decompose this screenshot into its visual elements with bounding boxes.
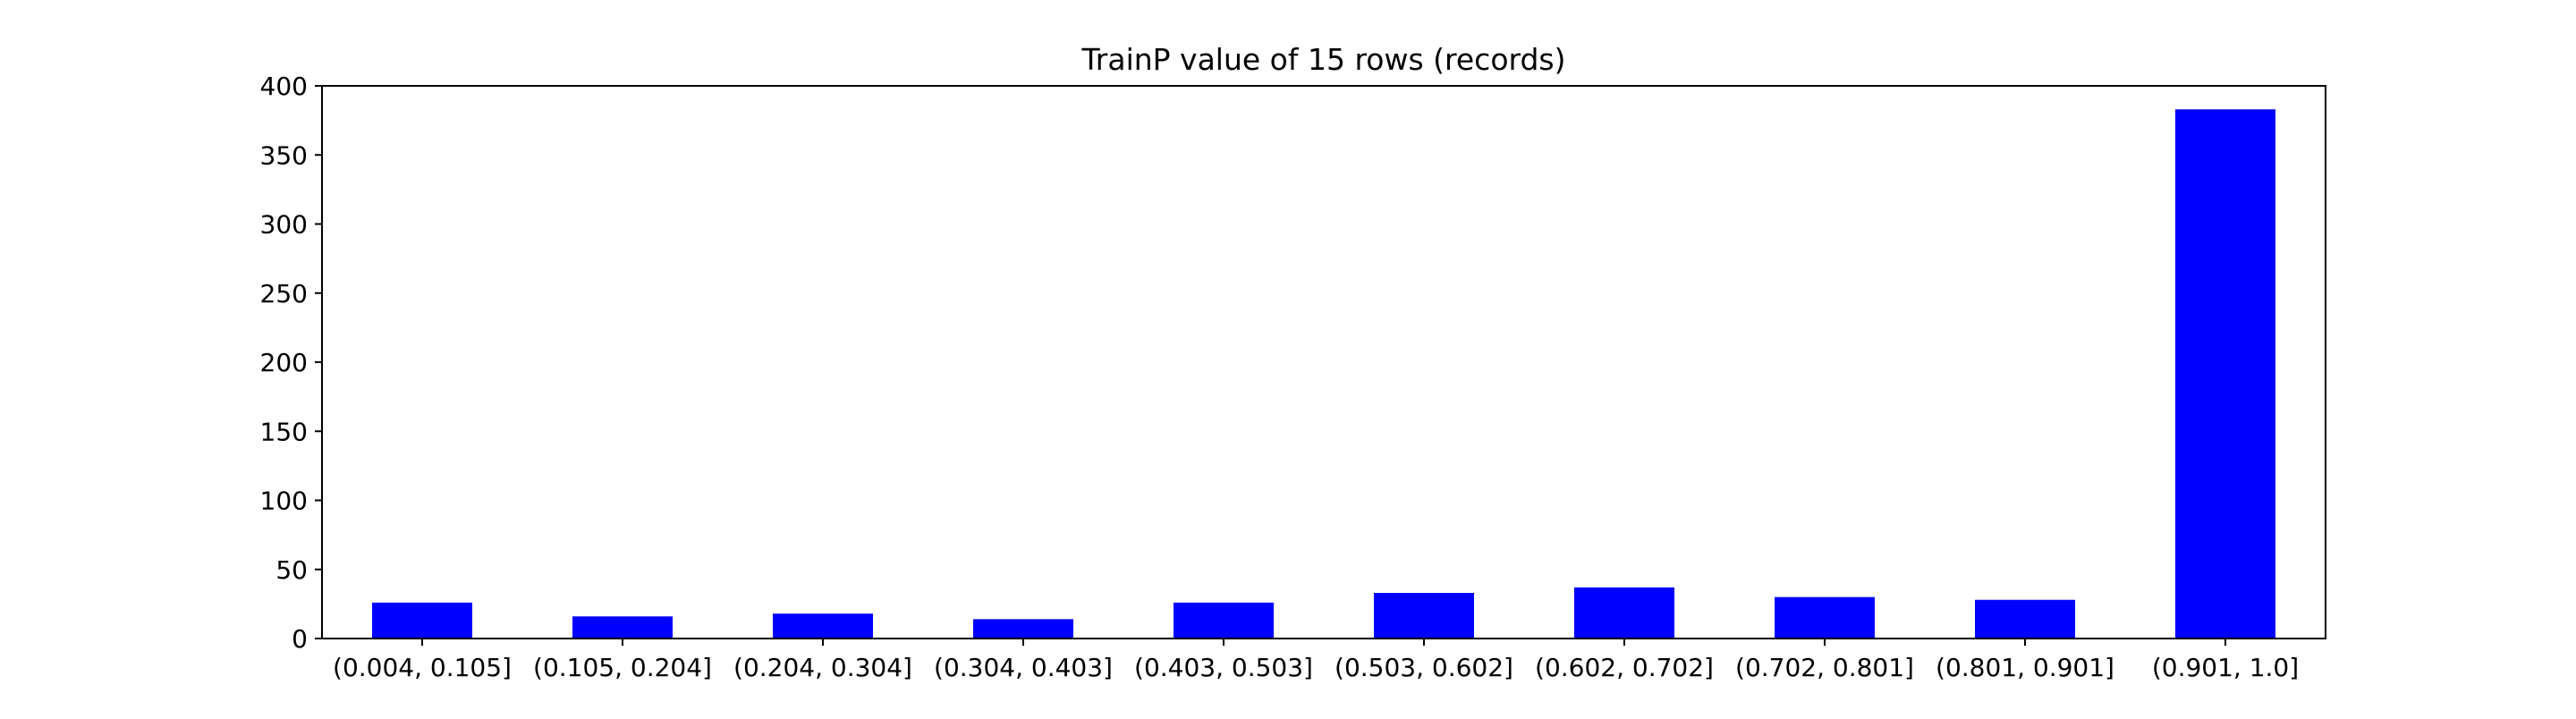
x-tick-label: (0.901, 1.0] [2152,653,2299,682]
x-tick-label: (0.403, 0.503] [1134,653,1313,682]
x-tick-label: (0.105, 0.204] [533,653,712,682]
y-tick-label: 50 [275,555,308,585]
x-tick-label: (0.503, 0.602] [1335,653,1513,682]
y-tick-label: 250 [260,279,308,309]
y-tick-label: 400 [260,72,308,101]
y-axis-ticks: 0 50 100 150 200 250 300 350 400 [260,72,322,654]
bar [1775,596,1875,639]
bars-layer [372,109,2275,639]
bar [572,616,673,639]
bar [1574,587,1674,639]
bar [773,613,873,639]
x-tick-label: (0.602, 0.702] [1535,653,1714,682]
bar [1975,599,2075,639]
y-tick-label: 300 [260,210,308,240]
bar [973,619,1073,639]
plot-frame [321,85,2326,639]
chart-title: TrainP value of 15 rows (records) [1080,42,1565,77]
y-tick-label: 350 [260,140,308,170]
bar [2175,109,2275,639]
y-tick-label: 200 [260,348,308,377]
y-tick-label: 100 [260,486,308,516]
x-tick-label: (0.304, 0.403] [934,653,1113,682]
x-tick-label: (0.204, 0.304] [733,653,912,682]
x-tick-label: (0.004, 0.105] [333,653,512,682]
bar [372,602,472,639]
y-tick-label: 0 [292,624,308,654]
y-tick-label: 150 [260,417,308,446]
x-tick-label: (0.801, 0.901] [1936,653,2114,682]
bar [1374,593,1474,639]
bar [1174,602,1274,639]
x-tick-label: (0.702, 0.801] [1735,653,1914,682]
x-axis-ticks: (0.004, 0.105] (0.105, 0.204] (0.204, 0.30… [333,639,2299,682]
